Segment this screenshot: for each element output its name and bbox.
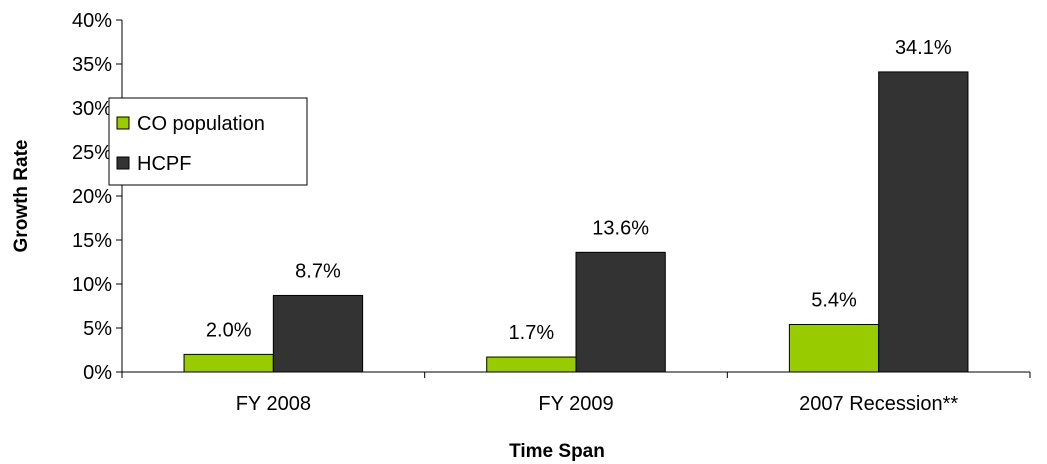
y-tick-label: 5% [83,318,112,340]
bar-hcpf-2007-recession [878,71,969,373]
y-tick-label: 40% [72,10,112,32]
data-label-hcpf-fy-2009: 13.6% [592,217,649,239]
legend-box [108,97,308,186]
bar-co-population-2007-recession [788,323,880,373]
legend: CO population HCPF [108,97,308,186]
data-label-co-population-fy-2009: 1.7% [509,322,555,344]
y-tick-label: 10% [72,274,112,296]
data-label-hcpf-fy-2008: 8.7% [295,260,341,282]
x-tick-label: FY 2009 [538,393,613,415]
y-tick-label: 20% [72,186,112,208]
y-tick-label: 15% [72,230,112,252]
x-tick-label: 2007 Recession** [799,393,958,415]
bar-hcpf-fy-2008 [272,294,364,373]
bar-hcpf-fy-2009 [575,251,666,373]
bar-co-population-fy-2009 [486,356,577,373]
data-label-co-population-fy-2008: 2.0% [206,319,252,341]
y-axis: 0% 5% 10% 15% 20% 25% 30% 35% 40% [72,10,123,384]
x-axis: FY 2008 FY 2009 2007 Recession** [121,371,1031,415]
y-tick-label: 30% [72,98,112,120]
bar-co-population-fy-2008 [183,353,274,373]
y-tick-label: 35% [72,54,112,76]
y-tick-label: 25% [72,142,112,164]
x-axis-title: Time Span [509,441,605,462]
x-tick-label: FY 2008 [236,393,311,415]
legend-label-hcpf: HCPF [137,153,191,175]
bars [183,71,969,373]
y-axis-title: Growth Rate [11,140,32,253]
legend-swatch-co-population [116,116,130,130]
data-labels: 2.0% 8.7% 1.7% 13.6% 5.4% 34.1% [206,37,952,344]
data-label-co-population-2007-recession: 5.4% [811,289,857,311]
legend-label-co-population: CO population [137,113,265,135]
y-tick-label: 0% [83,362,112,384]
legend-swatch-hcpf [116,156,130,170]
data-label-hcpf-2007-recession: 34.1% [895,37,952,59]
